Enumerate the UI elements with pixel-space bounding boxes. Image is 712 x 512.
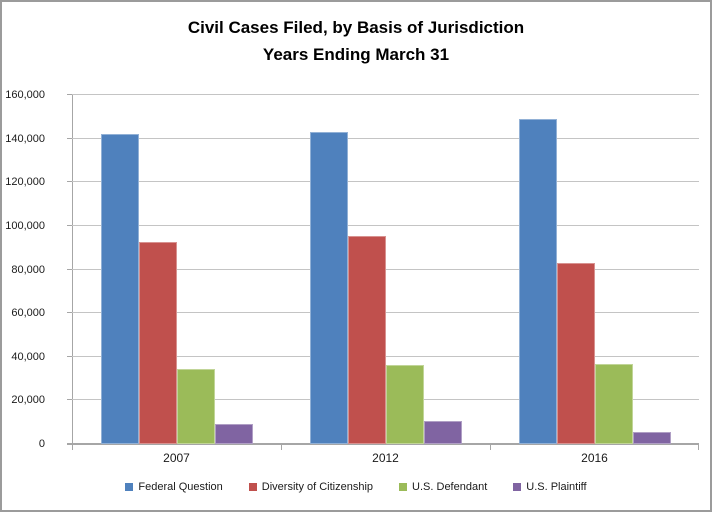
gridline-y-140000 [72,137,699,139]
chart-title: Civil Cases Filed, by Basis of Jurisdict… [2,14,710,68]
y-axis-line [72,95,73,444]
y-axis-tick [67,137,72,139]
bar-diversity-of-citizenship-2007 [138,242,177,444]
y-axis-tick [67,224,72,226]
plot-area: 0 20,000 40,000 60,000 80,000 100,000 120,000 1… [5,90,699,465]
x-axis-tick [281,445,282,450]
bar-federal-question-2007 [100,134,139,444]
bar-federal-question-2012 [309,132,348,444]
gridline-y-160000 [72,94,699,95]
legend-item-u-s-defendant: U.S. Defendant [399,481,487,493]
bar-diversity-of-citizenship-2016 [556,263,595,444]
y-axis-tick [67,444,72,445]
x-axis-label-2012: 2012 [372,451,399,465]
y-axis-label-80000: 80,000 [11,263,45,276]
bar-diversity-of-citizenship-2012 [347,236,386,444]
y-axis-label-160000: 160,000 [5,89,45,101]
gridline-y-100000 [72,224,699,226]
y-axis-label-0: 0 [38,438,45,450]
bar-u-s-defendant-2007 [176,369,215,444]
y-axis-label-20000: 20,000 [11,394,45,407]
bar-federal-question-2016 [518,119,557,444]
y-axis-label-140000: 140,000 [5,132,45,145]
legend-swatch-icon [513,483,522,491]
legend-item-u-s-plaintiff: U.S. Plaintiff [513,481,587,493]
legend: Federal Question Diversity of Citizenship… [2,481,710,493]
y-axis-tick [67,312,72,314]
x-axis-label-2016: 2016 [581,451,608,465]
bar-u-s-plaintiff-2007 [214,424,253,444]
gridline-y-40000 [72,355,699,357]
bar-u-s-defendant-2016 [594,364,633,444]
bar-u-s-plaintiff-2016 [632,432,671,444]
y-axis-tick [67,94,72,95]
gridline-y-80000 [72,268,699,270]
y-axis-label-60000: 60,000 [11,307,45,320]
legend-label: U.S. Defendant [412,481,488,493]
legend-label: Federal Question [138,481,223,493]
x-axis-tick [72,445,73,450]
legend-swatch-icon [125,483,134,491]
legend-swatch-icon [248,483,257,491]
y-axis-tick [67,399,72,401]
bar-u-s-defendant-2012 [385,365,424,444]
chart-title-line1: Civil Cases Filed, by Basis of Jurisdict… [187,18,525,37]
legend-swatch-icon [399,483,408,491]
y-axis-tick [67,268,72,270]
y-axis-label-40000: 40,000 [11,350,45,363]
legend-item-federal-question: Federal Question [125,481,223,493]
bar-u-s-plaintiff-2012 [423,421,462,444]
legend-label: Diversity of Citizenship [261,481,374,493]
gridline-y-120000 [72,181,699,183]
x-axis-label-2007: 2007 [163,451,190,465]
y-axis-tick [67,355,72,357]
y-axis-label-120000: 120,000 [5,176,45,189]
legend-label: U.S. Plaintiff [526,481,587,493]
x-axis-tick [698,445,699,450]
x-axis-line [67,443,699,445]
y-axis-tick [67,181,72,183]
gridline-y-60000 [72,312,699,314]
legend-item-diversity-of-citizenship: Diversity of Citizenship [248,481,374,493]
chart-title-line2: Years Ending March 31 [262,45,450,64]
x-axis-tick [490,445,491,450]
y-axis-label-100000: 100,000 [5,219,45,232]
